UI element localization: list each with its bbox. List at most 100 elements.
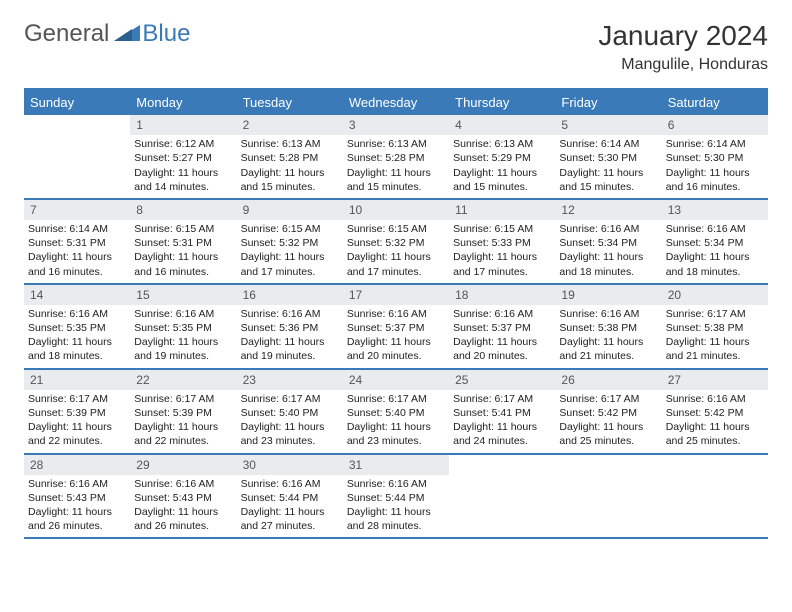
sunrise-text: Sunrise: 6:16 AM [134,307,232,321]
day-number: 26 [555,370,661,390]
sunset-text: Sunset: 5:37 PM [347,321,445,335]
day-details: Sunrise: 6:16 AMSunset: 5:42 PMDaylight:… [662,392,768,449]
daylight-text: Daylight: 11 hours and 27 minutes. [241,505,339,533]
sunset-text: Sunset: 5:38 PM [559,321,657,335]
header: General Blue January 2024 Mangulile, Hon… [24,20,768,74]
sunrise-text: Sunrise: 6:16 AM [559,222,657,236]
day-details: Sunrise: 6:14 AMSunset: 5:30 PMDaylight:… [662,137,768,194]
day-number: 6 [662,115,768,135]
weekday-header: Saturday [662,90,768,115]
page-title: January 2024 [598,20,768,52]
day-number: 30 [237,455,343,475]
sunrise-text: Sunrise: 6:16 AM [347,477,445,491]
day-number: 11 [449,200,555,220]
sunset-text: Sunset: 5:36 PM [241,321,339,335]
daylight-text: Daylight: 11 hours and 24 minutes. [453,420,551,448]
daylight-text: Daylight: 11 hours and 21 minutes. [666,335,764,363]
daylight-text: Daylight: 11 hours and 16 minutes. [666,166,764,194]
weeks-container: .1Sunrise: 6:12 AMSunset: 5:27 PMDayligh… [24,115,768,539]
day-cell: 14Sunrise: 6:16 AMSunset: 5:35 PMDayligh… [24,285,130,368]
day-number: 18 [449,285,555,305]
day-cell: 2Sunrise: 6:13 AMSunset: 5:28 PMDaylight… [237,115,343,198]
daylight-text: Daylight: 11 hours and 28 minutes. [347,505,445,533]
day-number: 12 [555,200,661,220]
day-number: 5 [555,115,661,135]
week-row: 7Sunrise: 6:14 AMSunset: 5:31 PMDaylight… [24,200,768,285]
day-cell: 1Sunrise: 6:12 AMSunset: 5:27 PMDaylight… [130,115,236,198]
day-cell: . [555,455,661,538]
sunset-text: Sunset: 5:40 PM [347,406,445,420]
sunset-text: Sunset: 5:27 PM [134,151,232,165]
day-cell: 21Sunrise: 6:17 AMSunset: 5:39 PMDayligh… [24,370,130,453]
sunset-text: Sunset: 5:39 PM [134,406,232,420]
sunrise-text: Sunrise: 6:16 AM [134,477,232,491]
sunset-text: Sunset: 5:40 PM [241,406,339,420]
sunset-text: Sunset: 5:44 PM [241,491,339,505]
sunrise-text: Sunrise: 6:14 AM [28,222,126,236]
daylight-text: Daylight: 11 hours and 19 minutes. [134,335,232,363]
sunset-text: Sunset: 5:43 PM [134,491,232,505]
day-cell: 25Sunrise: 6:17 AMSunset: 5:41 PMDayligh… [449,370,555,453]
day-cell: 10Sunrise: 6:15 AMSunset: 5:32 PMDayligh… [343,200,449,283]
day-cell: 15Sunrise: 6:16 AMSunset: 5:35 PMDayligh… [130,285,236,368]
weekday-header: Sunday [24,90,130,115]
sunrise-text: Sunrise: 6:17 AM [347,392,445,406]
daylight-text: Daylight: 11 hours and 26 minutes. [28,505,126,533]
sunrise-text: Sunrise: 6:13 AM [241,137,339,151]
day-cell: 12Sunrise: 6:16 AMSunset: 5:34 PMDayligh… [555,200,661,283]
day-number: 17 [343,285,449,305]
sunset-text: Sunset: 5:30 PM [666,151,764,165]
sunset-text: Sunset: 5:34 PM [666,236,764,250]
day-cell: 16Sunrise: 6:16 AMSunset: 5:36 PMDayligh… [237,285,343,368]
sunrise-text: Sunrise: 6:17 AM [134,392,232,406]
daylight-text: Daylight: 11 hours and 22 minutes. [134,420,232,448]
sunrise-text: Sunrise: 6:16 AM [453,307,551,321]
sunset-text: Sunset: 5:41 PM [453,406,551,420]
daylight-text: Daylight: 11 hours and 17 minutes. [347,250,445,278]
daylight-text: Daylight: 11 hours and 15 minutes. [453,166,551,194]
day-cell: 19Sunrise: 6:16 AMSunset: 5:38 PMDayligh… [555,285,661,368]
day-cell: 31Sunrise: 6:16 AMSunset: 5:44 PMDayligh… [343,455,449,538]
daylight-text: Daylight: 11 hours and 20 minutes. [453,335,551,363]
day-details: Sunrise: 6:16 AMSunset: 5:36 PMDaylight:… [237,307,343,364]
sunrise-text: Sunrise: 6:13 AM [453,137,551,151]
day-number: 10 [343,200,449,220]
sunset-text: Sunset: 5:39 PM [28,406,126,420]
week-row: 21Sunrise: 6:17 AMSunset: 5:39 PMDayligh… [24,370,768,455]
daylight-text: Daylight: 11 hours and 14 minutes. [134,166,232,194]
day-cell: 5Sunrise: 6:14 AMSunset: 5:30 PMDaylight… [555,115,661,198]
day-details: Sunrise: 6:13 AMSunset: 5:28 PMDaylight:… [343,137,449,194]
daylight-text: Daylight: 11 hours and 18 minutes. [666,250,764,278]
logo-text-blue: Blue [142,20,190,48]
day-details: Sunrise: 6:15 AMSunset: 5:31 PMDaylight:… [130,222,236,279]
day-details: Sunrise: 6:16 AMSunset: 5:43 PMDaylight:… [24,477,130,534]
day-details: Sunrise: 6:15 AMSunset: 5:32 PMDaylight:… [343,222,449,279]
day-number: 24 [343,370,449,390]
week-row: 28Sunrise: 6:16 AMSunset: 5:43 PMDayligh… [24,455,768,540]
day-cell: 3Sunrise: 6:13 AMSunset: 5:28 PMDaylight… [343,115,449,198]
sunrise-text: Sunrise: 6:16 AM [347,307,445,321]
day-cell: . [24,115,130,198]
sunset-text: Sunset: 5:35 PM [28,321,126,335]
sunrise-text: Sunrise: 6:15 AM [134,222,232,236]
sunrise-text: Sunrise: 6:16 AM [559,307,657,321]
daylight-text: Daylight: 11 hours and 16 minutes. [28,250,126,278]
logo: General Blue [24,20,190,48]
sunset-text: Sunset: 5:29 PM [453,151,551,165]
day-cell: 7Sunrise: 6:14 AMSunset: 5:31 PMDaylight… [24,200,130,283]
sunrise-text: Sunrise: 6:16 AM [28,477,126,491]
day-details: Sunrise: 6:16 AMSunset: 5:37 PMDaylight:… [343,307,449,364]
sunset-text: Sunset: 5:28 PM [241,151,339,165]
day-details: Sunrise: 6:17 AMSunset: 5:42 PMDaylight:… [555,392,661,449]
day-cell: 20Sunrise: 6:17 AMSunset: 5:38 PMDayligh… [662,285,768,368]
day-details: Sunrise: 6:13 AMSunset: 5:28 PMDaylight:… [237,137,343,194]
day-number: 20 [662,285,768,305]
sunset-text: Sunset: 5:42 PM [666,406,764,420]
weekday-header: Thursday [449,90,555,115]
daylight-text: Daylight: 11 hours and 23 minutes. [347,420,445,448]
day-cell: . [449,455,555,538]
daylight-text: Daylight: 11 hours and 21 minutes. [559,335,657,363]
page-subtitle: Mangulile, Honduras [598,56,768,74]
day-cell: 22Sunrise: 6:17 AMSunset: 5:39 PMDayligh… [130,370,236,453]
sunrise-text: Sunrise: 6:16 AM [28,307,126,321]
